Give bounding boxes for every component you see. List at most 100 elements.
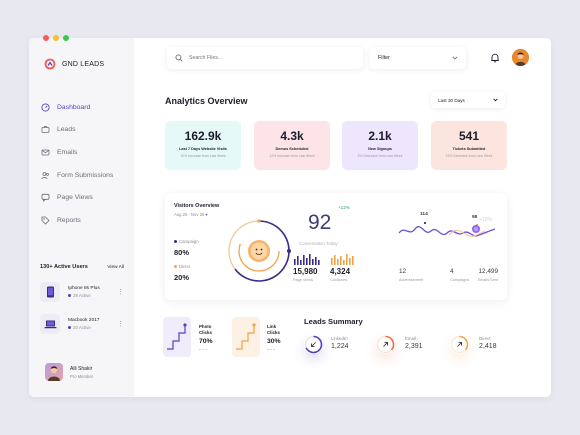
visitors-radial-chart xyxy=(228,219,291,282)
lead-source-name: Email xyxy=(405,336,416,341)
filter-label: Filter xyxy=(378,55,390,61)
sidebar-item-label: Leads xyxy=(57,126,76,134)
conversion-delta: +12% xyxy=(338,205,350,210)
profile-name: Alli Shakir xyxy=(70,365,93,372)
minimize-window-button[interactable] xyxy=(53,35,59,41)
linkedin-lead-ring[interactable] xyxy=(304,335,323,354)
step-line-icon xyxy=(167,323,187,350)
sidebar-item-reports[interactable]: Reports xyxy=(41,209,129,232)
stat-sub: 10% Increase from Last Week xyxy=(180,154,226,158)
device-active-count: 28 Active xyxy=(73,293,91,298)
conversion-value: 92 xyxy=(308,211,332,234)
device-active-count: 20 Active xyxy=(73,325,91,330)
kpi-value: 12 xyxy=(399,268,407,275)
direct-lead-ring[interactable] xyxy=(450,335,469,354)
arrow-up-right-icon xyxy=(376,335,395,354)
page-views-value: 15,980 xyxy=(293,267,318,276)
more-options-icon[interactable]: ⋮ xyxy=(117,289,124,296)
user-avatar[interactable] xyxy=(512,49,529,66)
tag-icon xyxy=(41,216,50,225)
email-lead-ring[interactable] xyxy=(376,335,395,354)
click-label-line: Clicks xyxy=(199,329,212,335)
maximize-window-button[interactable] xyxy=(63,35,69,41)
direct-arc xyxy=(228,220,260,270)
more-options-icon[interactable]: ⋮ xyxy=(117,321,124,328)
direct-inner-arc xyxy=(238,230,280,272)
more-options-icon[interactable]: ··· xyxy=(199,347,208,353)
device-row[interactable]: Macbook 2017 20 Active ⋮ xyxy=(40,314,124,334)
legend-label: Direct xyxy=(179,264,191,269)
filter-dropdown[interactable]: Filter xyxy=(370,47,466,69)
conversion-label: Conversation Today xyxy=(299,241,338,246)
sidebar-item-form-submissions[interactable]: Form Submissions xyxy=(41,164,129,187)
active-users-panel: 130+ Active Users View All Iphone 8s Plu… xyxy=(40,264,124,334)
lead-source-name: LinkedIn xyxy=(331,336,348,341)
legend-label: Campaign xyxy=(179,239,199,244)
profile-info: Alli Shakir Pro Member xyxy=(70,366,93,379)
search-input[interactable] xyxy=(189,55,339,61)
chevron-down-icon xyxy=(452,56,458,60)
click-label-line: Clicks xyxy=(267,329,280,335)
stat-value: 541 xyxy=(458,129,480,143)
stat-card-demos[interactable]: 4.3k Demos Scheduled 12% Increase from L… xyxy=(254,121,330,170)
chat-icon xyxy=(41,193,50,203)
step-line-icon xyxy=(236,323,256,350)
link-clicks-chart[interactable] xyxy=(232,317,260,357)
date-range-select[interactable]: Last 30 Days xyxy=(431,92,505,108)
device-info: Macbook 2017 20 Active xyxy=(68,318,117,330)
sidebar-item-dashboard[interactable]: Dashboard xyxy=(41,96,129,119)
avatar xyxy=(45,363,63,381)
visitors-date-range[interactable]: Aug 25 - Nov 25 ▾ xyxy=(174,212,208,217)
photo-clicks-label: Photo Clicks xyxy=(199,324,212,335)
view-all-link[interactable]: View All xyxy=(107,264,124,270)
close-window-button[interactable] xyxy=(43,35,49,41)
wave-peak-label: 98 xyxy=(472,215,478,220)
wave-chart xyxy=(398,221,496,237)
mail-icon xyxy=(41,148,50,157)
kpi-label: Emails Sent xyxy=(477,278,498,282)
sidebar: GND LEADS Dashboard Leads Emails xyxy=(29,38,134,397)
link-clicks-label: Link Clicks xyxy=(267,324,280,335)
users-icon xyxy=(41,171,50,180)
chevron-down-icon: ▾ xyxy=(205,212,208,217)
legend-campaign: Campaign xyxy=(174,239,199,244)
more-options-icon[interactable]: ··· xyxy=(267,347,276,353)
profile-role: Pro Member xyxy=(70,373,94,379)
device-row[interactable]: Iphone 8s Plus 28 Active ⋮ xyxy=(40,282,124,302)
sidebar-item-page-views[interactable]: Page Views xyxy=(41,186,129,209)
campaign-arc xyxy=(234,220,290,282)
visitors-title: Visitors Overview xyxy=(174,203,220,209)
lead-source-value: 2,391 xyxy=(405,343,423,350)
user-profile[interactable]: Alli Shakir Pro Member xyxy=(45,363,93,381)
arrow-down-left-icon xyxy=(304,335,323,354)
visitors-overview-card: Visitors Overview Aug 25 - Nov 25 ▾ Camp… xyxy=(165,193,507,300)
bell-icon[interactable] xyxy=(489,52,501,64)
active-users-header: 130+ Active Users View All xyxy=(40,264,124,270)
contacted-label: Contacted xyxy=(330,278,348,282)
click-label-line: Link xyxy=(267,324,277,329)
sidebar-nav: Dashboard Leads Emails Form Submissions xyxy=(41,96,129,232)
status-dot xyxy=(68,326,71,329)
lead-source-name: Direct xyxy=(479,336,491,341)
stat-card-tickets[interactable]: 541 Tickets Submitted 15% Decrease from … xyxy=(431,121,507,170)
page-title: Analytics Overview xyxy=(165,96,248,106)
search-box[interactable] xyxy=(167,47,363,69)
photo-clicks-chart[interactable] xyxy=(163,317,191,357)
sidebar-item-label: Reports xyxy=(57,216,81,224)
kpi-value: 4 xyxy=(450,268,454,275)
page-views-label: Page Views xyxy=(293,278,313,282)
leads-summary-title: Leads Summary xyxy=(304,317,363,326)
sidebar-item-emails[interactable]: Emails xyxy=(41,141,129,164)
stat-card-visits[interactable]: 162.9k Last 7 Days Website Visits 10% In… xyxy=(165,121,241,170)
search-icon xyxy=(175,54,183,62)
sidebar-item-label: Page Views xyxy=(57,194,93,202)
laptop-icon xyxy=(40,314,60,334)
kpi-label: Campaigns xyxy=(450,278,470,282)
stat-card-signups[interactable]: 2.1k New Signups 3% Decrease from Last W… xyxy=(342,121,418,170)
sidebar-item-leads[interactable]: Leads xyxy=(41,119,129,142)
device-name: Iphone 8s Plus xyxy=(68,286,100,291)
phone-icon xyxy=(40,282,60,302)
brand-logo[interactable]: GND LEADS xyxy=(44,58,104,70)
stat-label: Tickets Submitted xyxy=(452,147,486,151)
legend-swatch xyxy=(174,240,177,243)
